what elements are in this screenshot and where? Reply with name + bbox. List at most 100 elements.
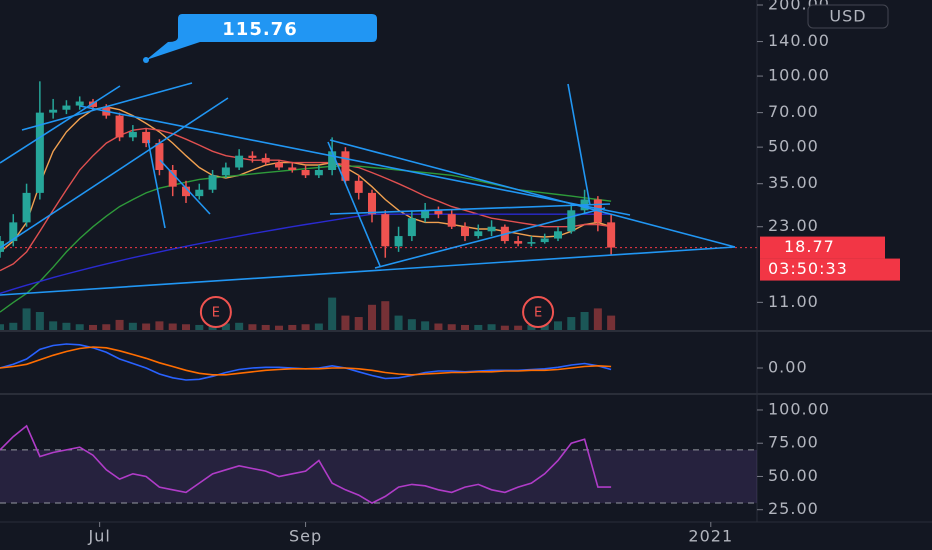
volume-bar [514, 325, 523, 330]
volume-bar [394, 315, 403, 330]
candle-body [35, 112, 44, 193]
candle-body [248, 155, 257, 158]
trend-line [159, 159, 211, 215]
candle-body [128, 131, 137, 138]
y-tick-label: 140.00 [768, 31, 830, 50]
candle-body [261, 157, 270, 163]
currency-box[interactable] [807, 4, 889, 29]
candle-body [487, 226, 496, 232]
trend-line [147, 139, 166, 229]
currency[interactable]: USD [829, 7, 866, 26]
volume-bar [607, 315, 616, 330]
volume-bar [115, 319, 124, 330]
moving-average [0, 213, 612, 295]
volume-bar [567, 317, 576, 330]
callout-box [146, 14, 377, 60]
macd-line [0, 346, 612, 376]
volume-bar [168, 323, 177, 330]
pane-frames [0, 0, 932, 523]
event-marker [522, 296, 555, 328]
y-tick-label: 100.00 [768, 66, 830, 85]
candle-body [567, 210, 576, 232]
volume-bar [314, 323, 323, 330]
y-tick-label: 100.00 [768, 399, 830, 418]
y-tick-label: 50.00 [768, 137, 819, 156]
x-tick-label: 2021 [688, 527, 733, 546]
candle-body [115, 115, 124, 138]
volume-bar [102, 324, 111, 330]
candle-body [275, 162, 283, 168]
candle-body [182, 186, 190, 197]
event-marker [199, 296, 232, 328]
volume-bar [275, 325, 283, 330]
callout-label: 115.76 [222, 19, 297, 40]
candle-body [527, 242, 536, 244]
y-tick-label: 11.00 [768, 292, 819, 311]
candle-body [168, 170, 177, 187]
volume-bar [487, 324, 496, 330]
candle-body [235, 155, 244, 168]
x-tick-label: Sep [289, 527, 322, 546]
x-tick-label: Jul [87, 527, 110, 546]
volume-bar [155, 321, 164, 330]
candle-body [381, 214, 390, 247]
trend-line [374, 207, 606, 269]
volume-bar [354, 317, 363, 330]
volume-bar [461, 324, 469, 330]
trend-line [329, 203, 611, 215]
candle-body [75, 101, 84, 106]
volume-bar [182, 324, 190, 330]
trend-line [21, 82, 193, 131]
candle-body [474, 231, 483, 237]
candle-body [447, 214, 456, 227]
trend-lines [0, 82, 736, 296]
rsi-band-fill [0, 449, 757, 504]
volume-bar [540, 323, 549, 330]
volume-bar [368, 304, 376, 330]
volume-bar [328, 297, 337, 330]
candle-body [354, 180, 363, 193]
y-tick-label: 0.00 [768, 358, 808, 377]
volume-bar [407, 319, 416, 330]
callout: 115.76 [143, 14, 377, 63]
volume-bar [421, 321, 430, 330]
last-price-box [760, 236, 885, 259]
volume-bar [447, 324, 456, 330]
candle-body [421, 210, 430, 219]
candle-body [607, 222, 616, 248]
volume-bar [554, 321, 562, 330]
y-tick-label: 75.00 [768, 433, 819, 452]
volume-bar [35, 312, 44, 330]
volume-bar [527, 324, 536, 330]
candle-body [221, 167, 230, 176]
candle-body [208, 175, 217, 190]
candle-body [49, 109, 58, 113]
volume-bar [221, 323, 230, 330]
countdown-box [760, 258, 900, 281]
candle-body [155, 143, 164, 171]
trend-line [0, 97, 229, 249]
candle-body [434, 210, 443, 215]
candle-body [554, 231, 562, 239]
volume-bar [288, 324, 297, 330]
candle-body [394, 236, 403, 247]
volume-bar [9, 322, 18, 330]
volume-bar [261, 324, 270, 330]
trend-line [0, 246, 736, 296]
trend-line [0, 85, 121, 164]
volume-bar [593, 308, 602, 330]
volume-bar [128, 322, 137, 330]
trend-line [79, 105, 631, 216]
volume-bar [89, 324, 97, 330]
last-price-label: 18.77 [784, 237, 835, 256]
candle-body [288, 167, 297, 171]
trend-line [567, 83, 591, 206]
candle-body [22, 192, 31, 223]
countdown-label: 03:50:33 [768, 259, 848, 278]
y-tick-label: 25.00 [768, 499, 819, 518]
candle-body [314, 170, 323, 176]
volume-bar [75, 324, 84, 330]
candle-body [328, 151, 337, 171]
trend-line [329, 139, 736, 248]
